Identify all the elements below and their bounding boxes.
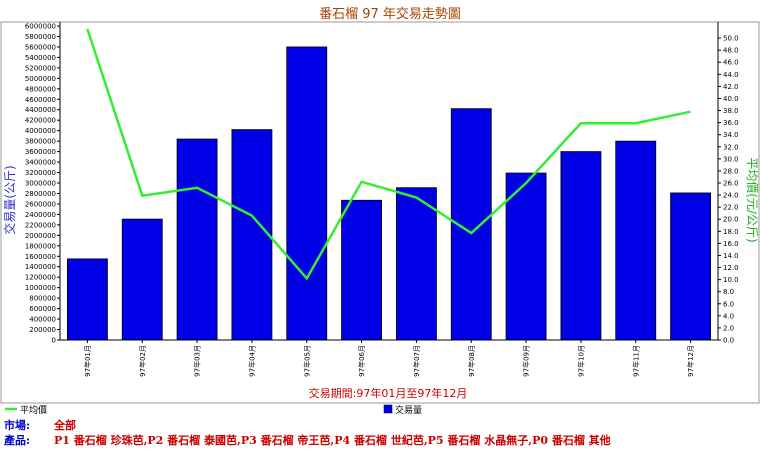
y2-tick-label: 24.0 [723, 192, 739, 200]
y-tick-label: 600000 [29, 305, 56, 313]
y-tick-label: 5400000 [25, 54, 56, 62]
y-tick-label: 2400000 [25, 211, 56, 219]
x-tick-label: 97年02月 [138, 345, 147, 377]
y-tick-label: 5000000 [25, 75, 56, 83]
volume-bar [67, 258, 108, 341]
axes-layer: 0 200000 400000 600000 800000 1000000 1200000 1… [25, 22, 739, 377]
product-value: P1 番石榴 珍珠芭,P2 番石榴 泰國芭,P3 番石榴 帝王芭,P4 番石榴 … [54, 434, 611, 447]
y-tick-label: 1400000 [25, 263, 56, 271]
y2-tick-label: 42.0 [723, 83, 739, 91]
y2-tick-label: 50.0 [723, 35, 739, 43]
y2-tick-label: 22.0 [723, 204, 739, 212]
y-tick-label: 0 [52, 337, 56, 345]
x-tick-label: 97年03月 [193, 345, 202, 377]
legend-volume: 交易量 [395, 404, 422, 416]
y2-tick-label: 6.0 [723, 300, 734, 308]
y-tick-label: 2800000 [25, 190, 56, 198]
y-tick-label: 4800000 [25, 85, 56, 93]
x-tick-label: 97年08月 [467, 345, 476, 377]
market-row: 市場: 全部 [4, 417, 76, 433]
y2-tick-label: 10.0 [723, 276, 739, 284]
product-label: 產品: [4, 434, 31, 447]
y-tick-label: 5800000 [25, 33, 56, 41]
y2-tick-label: 28.0 [723, 167, 739, 175]
y-tick-label: 4600000 [25, 96, 56, 104]
y2-tick-label: 44.0 [723, 71, 739, 79]
volume-bar [176, 138, 218, 341]
x-tick-label: 97年01月 [83, 345, 92, 377]
y-tick-label: 2200000 [25, 221, 56, 229]
x-tick-label: 97年06月 [357, 345, 366, 377]
y2-tick-label: 38.0 [723, 107, 739, 115]
average-price-line [86, 28, 691, 281]
y2-tick-label: 26.0 [723, 180, 739, 188]
y2-tick-label: 18.0 [723, 228, 739, 236]
y2-tick-label: 36.0 [723, 119, 739, 127]
x-tick-label: 97年07月 [412, 345, 421, 377]
chart-title: 番石榴 97 年交易走勢圖 [319, 6, 461, 22]
y2-tick-label: 12.0 [723, 264, 739, 272]
y2-tick-label: 34.0 [723, 131, 739, 139]
chart-subtitle: 交易期間:97年01月至97年12月 [309, 386, 468, 400]
y2-tick-label: 0.0 [723, 337, 734, 345]
y-tick-label: 3800000 [25, 138, 56, 146]
volume-bar [121, 218, 163, 341]
y-tick-label: 3600000 [25, 148, 56, 156]
y-axis-label: 交易量(公斤) [2, 165, 17, 234]
volume-bar [286, 46, 328, 341]
y-tick-label: 200000 [29, 326, 56, 334]
x-tick-label: 97年10月 [576, 345, 585, 377]
y-tick-label: 1200000 [25, 274, 56, 282]
volume-bar [396, 187, 437, 341]
y2-axis-label: 平均價(元/公斤) [745, 157, 759, 242]
y-tick-label: 400000 [29, 316, 56, 324]
y2-tick-label: 48.0 [723, 47, 739, 55]
y-tick-label: 4000000 [25, 127, 56, 135]
y-tick-label: 4400000 [25, 106, 56, 114]
x-tick-label: 97年09月 [522, 345, 531, 377]
y2-tick-label: 8.0 [723, 288, 734, 296]
volume-bar [231, 129, 273, 341]
y-tick-label: 3400000 [25, 159, 56, 167]
y-tick-label: 2000000 [25, 232, 56, 240]
y2-tick-label: 30.0 [723, 155, 739, 163]
y2-tick-label: 16.0 [723, 240, 739, 248]
y-tick-label: 800000 [29, 295, 56, 303]
market-value: 全部 [54, 419, 76, 432]
x-tick-label: 97年12月 [686, 345, 695, 377]
market-label: 市場: [4, 419, 31, 432]
y2-tick-label: 14.0 [723, 252, 739, 260]
volume-bar [505, 172, 547, 341]
y-tick-label: 5600000 [25, 43, 56, 51]
legend-bar-swatch [383, 404, 393, 414]
y-tick-label: 3200000 [25, 169, 56, 177]
y2-tick-label: 40.0 [723, 95, 739, 103]
x-tick-label: 97年11月 [631, 345, 640, 377]
y-tick-label: 2600000 [25, 200, 56, 208]
legend-average-price: 平均價 [20, 404, 47, 416]
volume-bar [615, 140, 657, 341]
y2-tick-label: 4.0 [723, 312, 734, 320]
y-tick-label: 1000000 [25, 284, 56, 292]
product-row: 產品: P1 番石榴 珍珠芭,P2 番石榴 泰國芭,P3 番石榴 帝王芭,P4 番… [4, 432, 611, 448]
y-tick-label: 3000000 [25, 180, 56, 188]
volume-bar [670, 192, 711, 341]
y-tick-label: 6000000 [25, 23, 56, 31]
x-tick-label: 97年04月 [247, 345, 256, 377]
y-tick-label: 4200000 [25, 117, 56, 125]
y-tick-label: 5200000 [25, 64, 56, 72]
volume-bar [341, 199, 382, 341]
y2-tick-label: 2.0 [723, 324, 734, 332]
volume-bar [560, 151, 602, 341]
y-tick-label: 1600000 [25, 253, 56, 261]
y2-tick-label: 32.0 [723, 143, 739, 151]
y2-tick-label: 46.0 [723, 59, 739, 67]
y2-tick-label: 20.0 [723, 216, 739, 224]
y-tick-label: 1800000 [25, 242, 56, 250]
x-tick-label: 97年05月 [302, 345, 311, 377]
